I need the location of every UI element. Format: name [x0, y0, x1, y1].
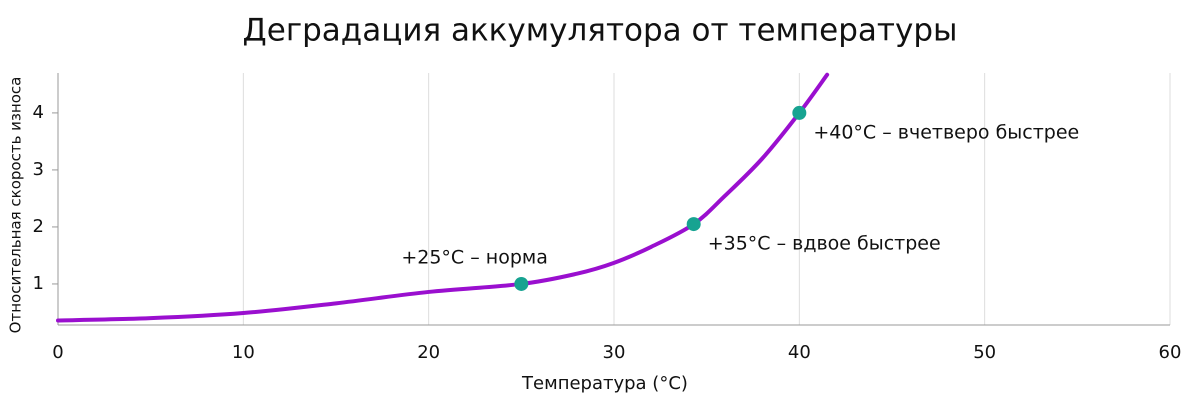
marker — [792, 105, 807, 120]
y-tick-label: 2 — [33, 216, 44, 237]
curve — [56, 72, 830, 323]
x-tick-label: 40 — [788, 342, 811, 363]
y-tick-label: 1 — [33, 273, 44, 294]
y-tick-label: 4 — [33, 102, 44, 123]
x-axis-label: Температура (°C) — [521, 373, 688, 394]
x-tick-label: 0 — [52, 342, 63, 363]
y-tick-label: 3 — [33, 159, 44, 180]
x-tick-label: 20 — [417, 342, 440, 363]
x-tick-label: 30 — [603, 342, 626, 363]
marker — [686, 217, 701, 232]
x-tick-label: 60 — [1159, 342, 1182, 363]
y-axis-label: Относительная скорость износа — [7, 77, 25, 334]
x-tick-label: 50 — [973, 342, 996, 363]
chart-title: Деградация аккумулятора от температуры — [243, 13, 958, 49]
annotation: +25°C – норма — [401, 246, 548, 268]
annotation: +35°C – вдвое быстрее — [708, 233, 941, 255]
marker — [514, 276, 529, 291]
x-tick-label: 10 — [232, 342, 255, 363]
annotation: +40°C – вчетверо быстрее — [813, 121, 1079, 143]
